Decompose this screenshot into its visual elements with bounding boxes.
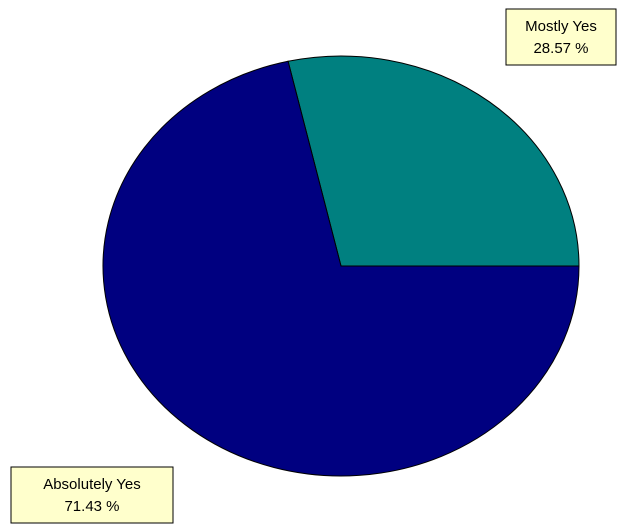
- pie-slice-mostly-yes: [287, 55, 580, 267]
- slice-label-name: Absolutely Yes: [43, 476, 141, 493]
- pie-slice-absolutely-yes: [102, 60, 580, 477]
- slice-label-value: 28.57 %: [533, 40, 588, 57]
- data-label-absolutely-yes: Absolutely Yes 71.43 %: [10, 466, 174, 524]
- pie-slices: [102, 55, 580, 477]
- slice-label-name: Mostly Yes: [525, 18, 597, 35]
- data-label-mostly-yes: Mostly Yes 28.57 %: [505, 8, 617, 66]
- label-box: [505, 8, 617, 66]
- label-box: [10, 466, 174, 524]
- slice-label-value: 71.43 %: [64, 498, 119, 515]
- pie-labels: Mostly Yes 28.57 % Absolutely Yes 71.43 %: [10, 8, 617, 524]
